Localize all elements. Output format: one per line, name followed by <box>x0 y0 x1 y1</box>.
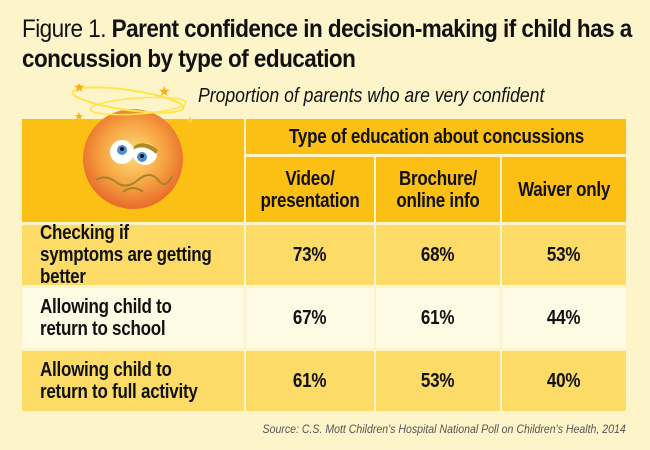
column-header-text: Video/ presentation <box>260 167 360 212</box>
value-cell: 61% <box>246 351 374 411</box>
value-text: 53% <box>421 370 455 392</box>
value-text: 67% <box>293 307 327 329</box>
column-header-text: Brochure/ online info <box>396 167 480 212</box>
column-header: Waiver only <box>502 157 626 222</box>
figure-label: Figure 1. <box>22 15 106 43</box>
figure-title: Figure 1. Parent confidence in decision-… <box>22 14 634 74</box>
value-text: 73% <box>293 244 327 266</box>
value-cell: 73% <box>246 225 374 285</box>
column-header-text: Waiver only <box>518 178 610 201</box>
value-cell: 68% <box>376 225 500 285</box>
value-cell: 44% <box>502 288 626 348</box>
value-cell: 53% <box>502 225 626 285</box>
title-text: Parent confidence in decision-making if … <box>22 15 632 73</box>
row-label: Allowing child to return to school <box>22 288 244 348</box>
value-cell: 67% <box>246 288 374 348</box>
subtitle: Proportion of parents who are very confi… <box>198 85 545 107</box>
row-label-text: Checking if symptoms are getting better <box>40 222 212 288</box>
value-cell: 53% <box>376 351 500 411</box>
svg-text:★: ★ <box>74 111 84 123</box>
dizzy-face-icon: ★ ★ ★ ★ <box>71 84 195 209</box>
column-header: Brochure/ online info <box>376 157 500 222</box>
svg-text:★: ★ <box>73 84 86 95</box>
row-label: Checking if symptoms are getting better <box>22 222 244 288</box>
column-header: Video/ presentation <box>246 157 374 222</box>
source-note: Source: C.S. Mott Children's Hospital Na… <box>262 422 626 436</box>
group-header: Type of education about concussions <box>246 119 626 154</box>
value-text: 44% <box>547 307 581 329</box>
group-header-text: Type of education about concussions <box>288 125 584 148</box>
svg-text:★: ★ <box>158 84 171 99</box>
value-text: 68% <box>421 244 455 266</box>
value-text: 53% <box>547 244 581 266</box>
value-text: 61% <box>421 307 455 329</box>
row-label-text: Allowing child to return to school <box>40 296 172 340</box>
value-cell: 40% <box>502 351 626 411</box>
row-label: Allowing child to return to full activit… <box>22 351 244 411</box>
svg-text:★: ★ <box>185 115 195 127</box>
value-text: 40% <box>547 370 581 392</box>
value-text: 61% <box>293 370 327 392</box>
value-cell: 61% <box>376 288 500 348</box>
row-label-text: Allowing child to return to full activit… <box>40 359 198 403</box>
